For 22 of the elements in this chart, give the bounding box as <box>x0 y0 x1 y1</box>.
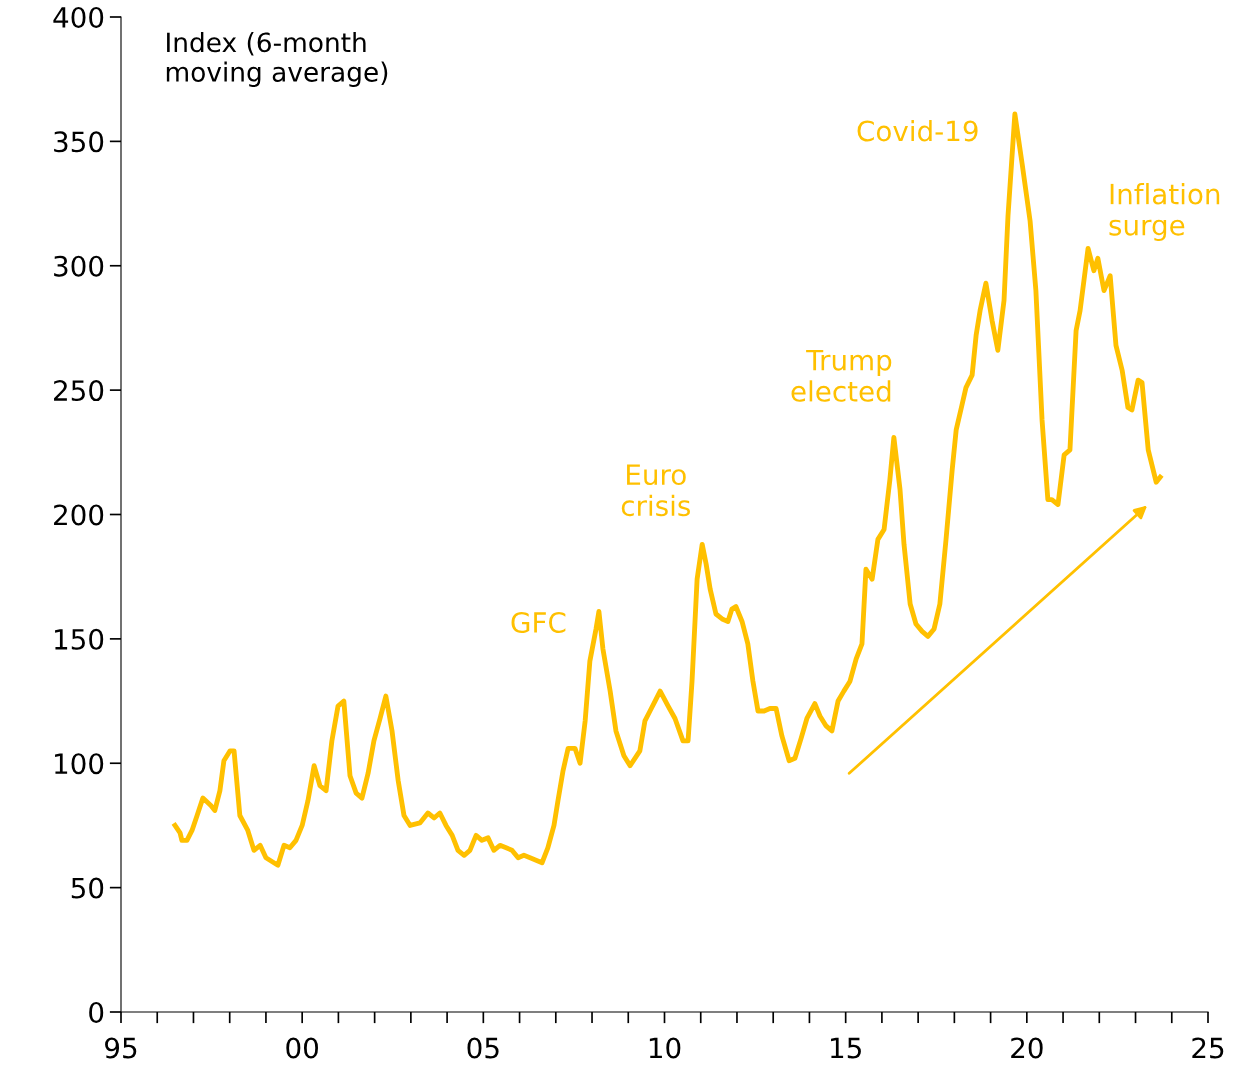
y-tick-label: 350 <box>54 131 104 153</box>
x-tick-label: 10 <box>649 1037 681 1059</box>
annotation: Euro crisis <box>621 464 690 517</box>
y-tick-label: 400 <box>53 6 104 28</box>
x-tick-label: 25 <box>1192 1037 1224 1059</box>
y-tick-label: 150 <box>55 628 104 650</box>
x-tick-label: 05 <box>467 1037 499 1059</box>
y-tick-label: 200 <box>54 504 104 526</box>
y-tick-label: 250 <box>54 380 104 402</box>
x-tick-label: 20 <box>1011 1037 1043 1059</box>
annotation: Trump elected <box>791 350 892 402</box>
y-tick-label: 50 <box>71 877 104 899</box>
x-tick-label: 00 <box>286 1037 318 1059</box>
x-tick-label: 95 <box>105 1037 137 1059</box>
y-tick-label: 300 <box>54 255 104 277</box>
y-tick-label: 0 <box>89 1001 104 1023</box>
annotation: Index (6-month moving average) <box>166 31 388 88</box>
x-tick-label: 15 <box>831 1037 861 1059</box>
annotation: Covid-19 <box>857 119 978 142</box>
y-tick-label: 100 <box>55 753 104 775</box>
annotation: Inflation surge <box>1109 183 1220 242</box>
annotation: GFC <box>511 611 566 633</box>
